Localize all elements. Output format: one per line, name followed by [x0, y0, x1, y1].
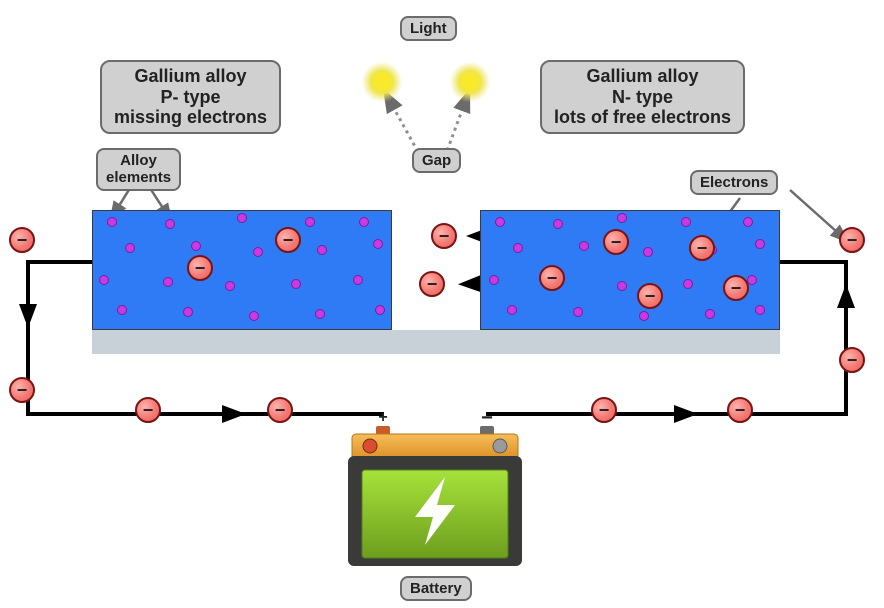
p-type-label: Gallium alloy P- type missing electrons — [100, 60, 281, 134]
alloy-dot — [755, 239, 765, 249]
alloy-dot — [225, 281, 235, 291]
electron: − — [267, 397, 293, 423]
alloy-dot — [305, 217, 315, 227]
alloy-elements-l2: elements — [106, 169, 171, 186]
light-label: Light — [400, 16, 457, 41]
n-type-label: Gallium alloy N- type lots of free elect… — [540, 60, 745, 134]
battery-label-text: Battery — [410, 580, 462, 597]
alloy-dot — [507, 305, 517, 315]
alloy-dot — [249, 311, 259, 321]
electron: − — [9, 377, 35, 403]
electron: − — [431, 223, 457, 249]
alloy-dot — [375, 305, 385, 315]
light-label-text: Light — [410, 20, 447, 37]
p-type-block — [92, 210, 392, 330]
alloy-dot — [643, 247, 653, 257]
alloy-dot — [315, 309, 325, 319]
alloy-dot — [253, 247, 263, 257]
electron: − — [275, 227, 301, 253]
alloy-dot — [495, 217, 505, 227]
alloy-dot — [183, 307, 193, 317]
gap-label: Gap — [412, 148, 461, 173]
alloy-dot — [373, 239, 383, 249]
p-type-label-l3: missing electrons — [114, 107, 267, 128]
alloy-dot — [681, 217, 691, 227]
electron: − — [539, 265, 565, 291]
diagram-root: + − −−−−−−−−−−−−−−−−− Light Gallium allo… — [0, 0, 884, 608]
electrons-label: Electrons — [690, 170, 778, 195]
p-type-label-l2: P- type — [114, 87, 267, 108]
electron: − — [9, 227, 35, 253]
alloy-dot — [755, 305, 765, 315]
alloy-dot — [513, 243, 523, 253]
alloy-dot — [163, 277, 173, 287]
alloy-dot — [317, 245, 327, 255]
alloy-elements-l1: Alloy — [106, 152, 171, 169]
alloy-dot — [683, 279, 693, 289]
n-type-block — [480, 210, 780, 330]
alloy-dot — [489, 275, 499, 285]
electron: − — [187, 255, 213, 281]
alloy-dot — [579, 241, 589, 251]
electron: − — [723, 275, 749, 301]
alloy-dot — [573, 307, 583, 317]
gap-label-text: Gap — [422, 152, 451, 169]
alloy-dot — [553, 219, 563, 229]
electron: − — [839, 227, 865, 253]
battery-minus-sign: − — [481, 407, 493, 429]
electron: − — [727, 397, 753, 423]
electron: − — [637, 283, 663, 309]
alloy-elements-label: Alloy elements — [96, 148, 181, 191]
n-type-label-l2: N- type — [554, 87, 731, 108]
substrate-layer — [92, 330, 780, 354]
alloy-dot — [125, 243, 135, 253]
alloy-dot — [191, 241, 201, 251]
p-type-label-l1: Gallium alloy — [114, 66, 267, 87]
alloy-dot — [359, 217, 369, 227]
electron: − — [689, 235, 715, 261]
alloy-dot — [99, 275, 109, 285]
alloy-dot — [237, 213, 247, 223]
alloy-dot — [617, 281, 627, 291]
electrons-label-text: Electrons — [700, 174, 768, 191]
alloy-dot — [705, 309, 715, 319]
n-type-label-l1: Gallium alloy — [554, 66, 731, 87]
electron: − — [419, 271, 445, 297]
alloy-dot — [617, 213, 627, 223]
alloy-dot — [743, 217, 753, 227]
alloy-dot — [353, 275, 363, 285]
photons — [362, 62, 491, 103]
alloy-dot — [117, 305, 127, 315]
alloy-dot — [107, 217, 117, 227]
electron: − — [839, 347, 865, 373]
battery — [348, 426, 522, 566]
electron: − — [135, 397, 161, 423]
electron: − — [603, 229, 629, 255]
battery-plus-sign: + — [378, 409, 387, 426]
alloy-dot — [639, 311, 649, 321]
n-type-label-l3: lots of free electrons — [554, 107, 731, 128]
alloy-dot — [165, 219, 175, 229]
alloy-dot — [291, 279, 301, 289]
electron: − — [591, 397, 617, 423]
battery-label: Battery — [400, 576, 472, 601]
